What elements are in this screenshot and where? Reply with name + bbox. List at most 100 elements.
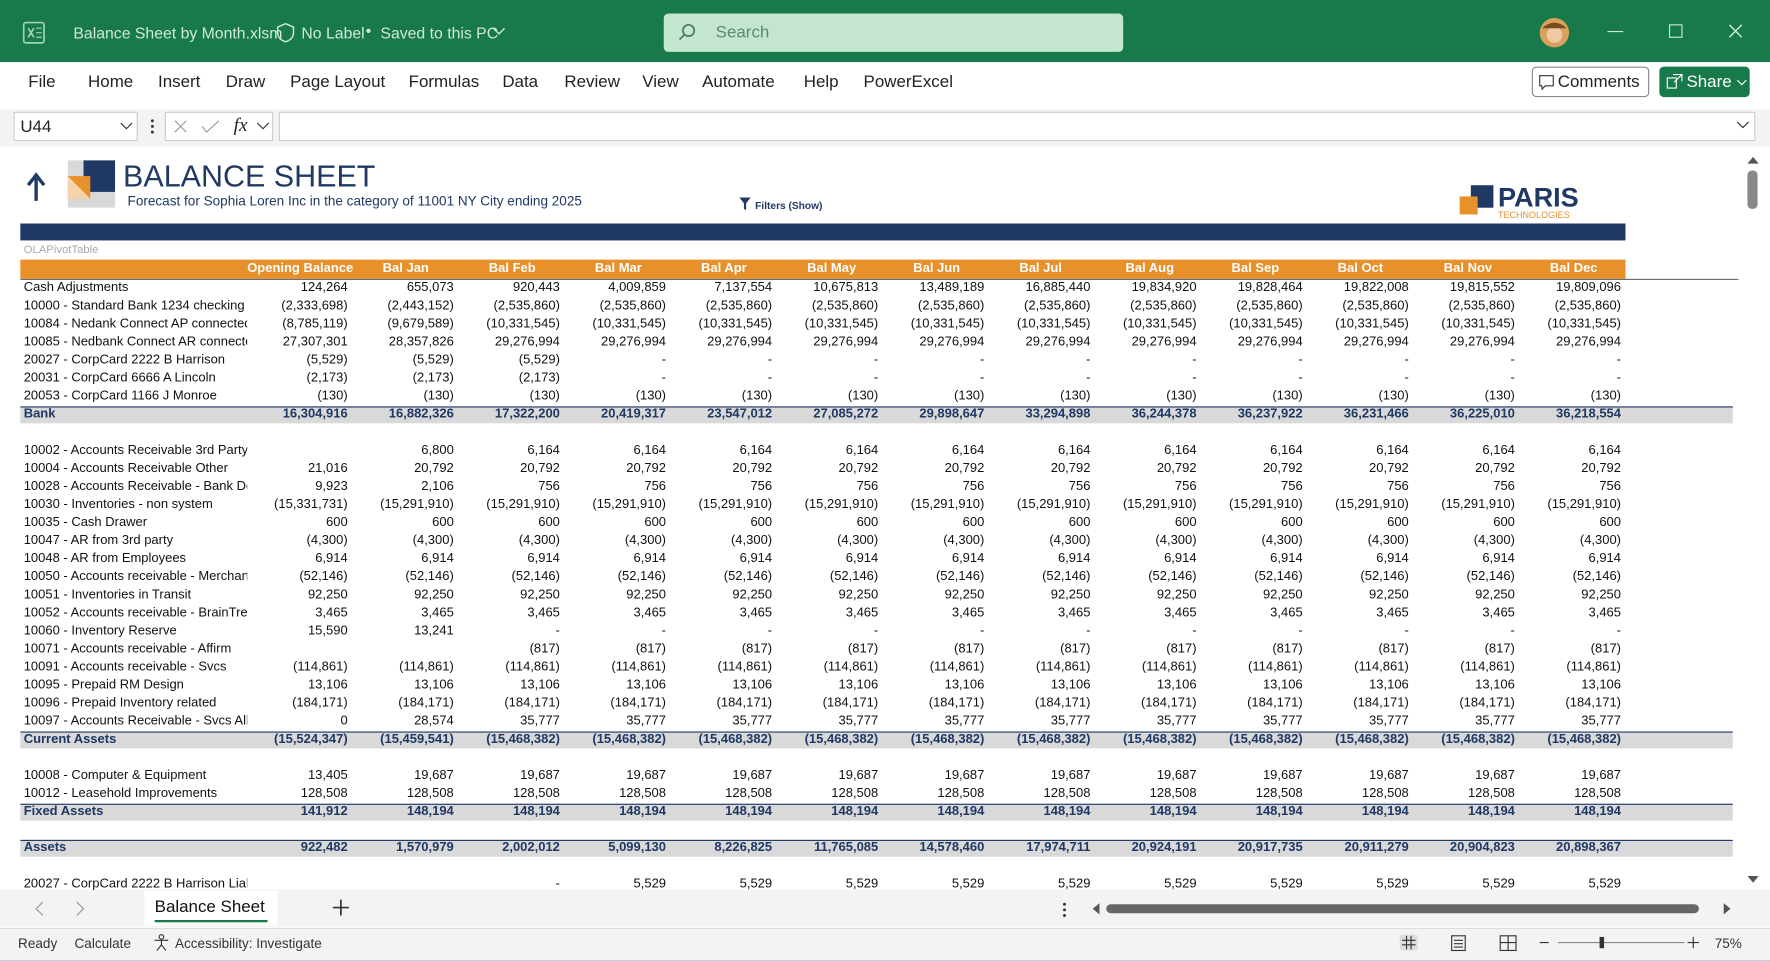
cell-value: 5,529 bbox=[774, 875, 878, 893]
tab-navigation[interactable] bbox=[32, 900, 88, 918]
cell-value: (4,300) bbox=[774, 532, 878, 550]
add-sheet[interactable] bbox=[332, 899, 350, 917]
window-controls[interactable] bbox=[1605, 23, 1752, 46]
cell-value: 29,276,994 bbox=[1093, 333, 1197, 351]
menu-tab[interactable]: Formulas bbox=[409, 72, 480, 91]
cell-value: 19,687 bbox=[774, 766, 878, 784]
cell-value: (15,291,910) bbox=[1093, 496, 1197, 514]
cell-value: 92,250 bbox=[244, 586, 348, 604]
cell-value: 35,777 bbox=[668, 712, 772, 730]
formula-input[interactable] bbox=[279, 112, 1756, 141]
cell-value: (2,535,860) bbox=[880, 297, 984, 315]
total-value: 148,194 bbox=[987, 803, 1091, 821]
sheet-title: BALANCE SHEET bbox=[123, 159, 375, 194]
menu-tab[interactable]: View bbox=[642, 72, 678, 91]
cell-value: - bbox=[1305, 351, 1409, 369]
menu-tab[interactable]: Data bbox=[502, 72, 538, 91]
more-icon[interactable] bbox=[149, 117, 156, 135]
expand-icon[interactable] bbox=[1736, 121, 1750, 130]
menu-tab[interactable]: Home bbox=[88, 72, 133, 91]
vertical-scrollbar[interactable] bbox=[1743, 152, 1763, 888]
cell-value: (2,535,860) bbox=[1199, 297, 1303, 315]
calculate-button[interactable]: Calculate bbox=[75, 936, 131, 952]
cell-value: - bbox=[1305, 622, 1409, 640]
cell-value: (15,291,910) bbox=[774, 496, 878, 514]
total-value: (15,468,382) bbox=[1411, 730, 1515, 748]
menu-tab[interactable]: Page Layout bbox=[290, 72, 385, 91]
zoom-level[interactable]: 75% bbox=[1715, 936, 1742, 952]
view-buttons[interactable] bbox=[1397, 932, 1523, 952]
cell-value: 29,276,994 bbox=[774, 333, 878, 351]
cell-value: 13,106 bbox=[244, 676, 348, 694]
cell-value: (52,146) bbox=[987, 568, 1091, 586]
cell-value: 20,792 bbox=[350, 459, 454, 477]
cell-value: 13,106 bbox=[1411, 676, 1515, 694]
cell-value: (10,331,545) bbox=[1093, 315, 1197, 333]
avatar[interactable] bbox=[1539, 17, 1571, 49]
menu-tab[interactable]: Insert bbox=[158, 72, 200, 91]
cell-value: 35,777 bbox=[1305, 712, 1409, 730]
total-label: Assets bbox=[24, 839, 248, 857]
menu-tab[interactable]: Help bbox=[804, 72, 839, 91]
cell-value: 600 bbox=[1411, 514, 1515, 532]
menu-tab[interactable]: Review bbox=[564, 72, 620, 91]
total-value: 23,547,012 bbox=[668, 405, 772, 423]
cell-value: 5,529 bbox=[668, 875, 772, 893]
cell-value: (2,173) bbox=[456, 369, 560, 387]
cell-value: 128,508 bbox=[668, 785, 772, 803]
sensitivity-label[interactable]: No Label bbox=[301, 24, 364, 42]
cell-value: (4,300) bbox=[562, 532, 666, 550]
cell-value: (817) bbox=[880, 640, 984, 658]
separator: • bbox=[366, 21, 372, 39]
cell-value: (114,861) bbox=[774, 658, 878, 676]
cell-value: 600 bbox=[880, 514, 984, 532]
total-value: (15,468,382) bbox=[562, 730, 666, 748]
cell-value: 128,508 bbox=[1411, 785, 1515, 803]
cell-value: 19,687 bbox=[987, 766, 1091, 784]
total-value: 20,924,191 bbox=[1093, 839, 1197, 857]
cell-value: 19,822,008 bbox=[1305, 279, 1409, 297]
more-icon[interactable] bbox=[1061, 901, 1068, 919]
cell-value: 3,465 bbox=[668, 604, 772, 622]
total-value: (15,524,347) bbox=[244, 730, 348, 748]
menu-tab[interactable]: Draw bbox=[226, 72, 266, 91]
cell-value: 6,914 bbox=[668, 550, 772, 568]
excel-icon[interactable] bbox=[23, 21, 46, 44]
filters-link[interactable]: Filters (Show) bbox=[755, 200, 822, 211]
total-value: 2,002,012 bbox=[456, 839, 560, 857]
cell-value: 35,777 bbox=[1199, 712, 1303, 730]
menu-tab[interactable]: File bbox=[28, 72, 55, 91]
cell-value: 3,465 bbox=[880, 604, 984, 622]
cell-value: 92,250 bbox=[1411, 586, 1515, 604]
cell-value: 128,508 bbox=[562, 785, 666, 803]
cell-reference: U44 bbox=[20, 117, 51, 136]
cancel-enter-icons[interactable] bbox=[172, 117, 226, 135]
back-arrow[interactable] bbox=[25, 172, 48, 204]
cell-value: (2,333,698) bbox=[244, 297, 348, 315]
fx-label[interactable]: fx bbox=[234, 114, 248, 137]
row-label: 10028 - Accounts Receivable - Bank Dep bbox=[24, 477, 248, 495]
accessibility-status[interactable]: Accessibility: Investigate bbox=[175, 936, 322, 952]
cell-value: 128,508 bbox=[244, 785, 348, 803]
total-value: 148,194 bbox=[1517, 803, 1621, 821]
zoom-slider[interactable] bbox=[1537, 934, 1704, 952]
cell-value: 19,834,920 bbox=[1093, 279, 1197, 297]
cell-value: 756 bbox=[1093, 477, 1197, 495]
cell-value: 35,777 bbox=[880, 712, 984, 730]
cell-value: 29,276,994 bbox=[1517, 333, 1621, 351]
cell-value: 13,106 bbox=[350, 676, 454, 694]
cell-value: (4,300) bbox=[880, 532, 984, 550]
cell-value: 6,164 bbox=[1093, 441, 1197, 459]
cell-value: 92,250 bbox=[774, 586, 878, 604]
cell-value: 3,465 bbox=[1305, 604, 1409, 622]
cell-value: (184,171) bbox=[774, 694, 878, 712]
cell-value: 13,106 bbox=[456, 676, 560, 694]
header-band bbox=[20, 224, 1625, 241]
company-logo bbox=[68, 160, 115, 207]
horizontal-scrollbar[interactable] bbox=[1088, 900, 1737, 918]
menu-tab[interactable]: Automate bbox=[702, 72, 774, 91]
menu-tab[interactable]: PowerExcel bbox=[864, 72, 953, 91]
cell-value: (52,146) bbox=[456, 568, 560, 586]
save-status[interactable]: Saved to this PC bbox=[380, 24, 498, 42]
filter-icon bbox=[739, 198, 750, 210]
